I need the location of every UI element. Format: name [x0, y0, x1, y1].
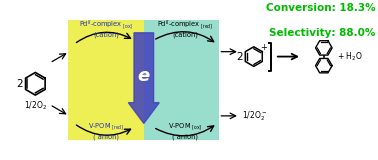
FancyArrow shape	[129, 33, 159, 123]
Text: Selectivity: 88.0%: Selectivity: 88.0%	[269, 28, 375, 38]
Text: 1/2O$_2$: 1/2O$_2$	[24, 99, 47, 112]
Text: V-POM$_{\rm\ [red]}$: V-POM$_{\rm\ [red]}$	[88, 122, 124, 132]
Text: (cation): (cation)	[172, 31, 198, 38]
FancyBboxPatch shape	[68, 20, 144, 140]
Text: ( anion): ( anion)	[172, 133, 198, 140]
FancyBboxPatch shape	[144, 20, 219, 140]
Text: 2: 2	[16, 79, 23, 89]
Text: Conversion: 18.3%: Conversion: 18.3%	[266, 3, 375, 13]
Text: 2: 2	[237, 52, 243, 62]
Text: Pd$^{II}$-complex$_{\rm\ [red]}$: Pd$^{II}$-complex$_{\rm\ [red]}$	[157, 19, 214, 32]
Text: V-POM$_{\rm\ [ox]}$: V-POM$_{\rm\ [ox]}$	[168, 122, 202, 132]
Text: e: e	[138, 67, 150, 85]
Text: + H$_2$O: + H$_2$O	[337, 50, 363, 63]
Text: +: +	[260, 43, 267, 52]
Text: (cation): (cation)	[93, 31, 119, 38]
Text: 1/2O$_2^-$: 1/2O$_2^-$	[242, 109, 268, 123]
Text: ( anion): ( anion)	[93, 133, 119, 140]
Text: Pd$^{II}$-complex$_{\rm\ [ox]}$: Pd$^{II}$-complex$_{\rm\ [ox]}$	[79, 19, 133, 32]
